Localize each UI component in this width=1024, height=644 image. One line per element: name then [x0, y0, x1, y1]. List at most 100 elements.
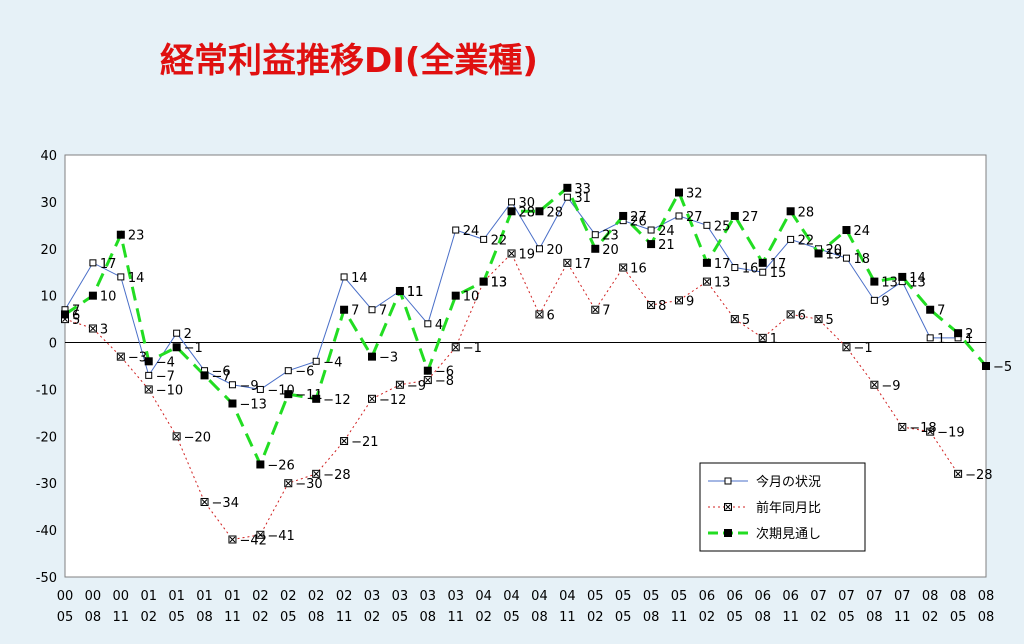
data-point [144, 385, 153, 394]
x-tick-label-month: 05 [280, 610, 297, 625]
data-point [284, 479, 293, 488]
data-label: 7 [351, 304, 359, 319]
legend-swatch-marker [724, 529, 732, 537]
data-point [480, 235, 488, 243]
data-label: −20 [184, 430, 211, 445]
data-label: −6 [295, 365, 314, 380]
data-label: −41 [267, 529, 294, 544]
data-label: −12 [323, 393, 350, 408]
data-label: 22 [798, 233, 815, 248]
data-point [898, 422, 907, 431]
data-point [340, 437, 349, 446]
x-tick-label-month: 05 [838, 610, 855, 625]
x-tick-label-year: 01 [196, 589, 213, 604]
x-tick-label-month: 08 [308, 610, 325, 625]
data-label: −6 [435, 365, 454, 380]
data-label: 1 [770, 332, 778, 347]
data-label: 15 [770, 266, 787, 281]
series-line-3 [64, 185, 988, 469]
data-point [256, 530, 265, 539]
data-label: 10 [463, 290, 480, 305]
data-point [787, 235, 795, 243]
data-point [256, 460, 265, 469]
data-point [954, 329, 963, 338]
data-label: 30 [519, 196, 536, 211]
data-point [647, 226, 655, 234]
x-tick-label-year: 06 [754, 589, 771, 604]
data-point [395, 286, 404, 295]
x-tick-label-year: 08 [950, 589, 967, 604]
data-label: −8 [435, 374, 454, 389]
data-label: 27 [686, 210, 703, 225]
x-tick-label-year: 00 [113, 589, 130, 604]
data-point [870, 277, 879, 286]
x-tick-label-month: 05 [727, 610, 744, 625]
data-point [145, 371, 153, 379]
data-label: 5 [742, 313, 750, 328]
data-label: 6 [798, 308, 806, 323]
x-tick-label-year: 05 [643, 589, 660, 604]
chart-title: 経常利益推移DI(全業種) [160, 41, 538, 81]
data-label: 24 [658, 224, 675, 239]
x-tick-label-month: 05 [503, 610, 520, 625]
data-point [200, 497, 209, 506]
data-label: −18 [909, 421, 936, 436]
x-tick-label-month: 11 [894, 610, 911, 625]
data-point [88, 324, 97, 333]
x-tick-label-year: 06 [699, 589, 716, 604]
data-label: 2 [184, 327, 192, 342]
data-point [508, 198, 516, 206]
x-tick-label-year: 07 [866, 589, 883, 604]
x-tick-label-month: 08 [643, 610, 660, 625]
data-label: −1 [463, 341, 482, 356]
data-point [619, 263, 628, 272]
data-point [675, 212, 683, 220]
y-tick-label: 20 [40, 243, 57, 258]
data-point [758, 258, 767, 267]
data-label: 24 [463, 224, 480, 239]
data-label: 20 [546, 243, 563, 258]
data-label: −21 [351, 435, 378, 450]
data-label: 14 [351, 271, 368, 286]
data-point [563, 183, 572, 192]
data-point [619, 211, 628, 220]
data-label: 1 [965, 332, 973, 347]
data-label: 4 [435, 318, 443, 333]
x-tick-label-month: 05 [392, 610, 409, 625]
data-label: −4 [156, 355, 175, 370]
data-label: 27 [742, 210, 759, 225]
y-tick-label: -10 [36, 383, 57, 398]
data-point [88, 291, 97, 300]
y-tick-label: -40 [36, 524, 57, 539]
data-label: 2 [965, 327, 973, 342]
data-point [926, 334, 934, 342]
data-point [312, 357, 320, 365]
data-label: 17 [574, 257, 591, 272]
x-tick-label-month: 05 [168, 610, 185, 625]
data-label: −3 [379, 351, 398, 366]
x-tick-label-month: 02 [810, 610, 827, 625]
data-point [451, 291, 460, 300]
y-tick-label: 40 [40, 149, 57, 164]
data-label: 19 [519, 247, 536, 262]
x-tick-label-month: 08 [85, 610, 102, 625]
data-label: 7 [379, 304, 387, 319]
data-label: 13 [909, 276, 926, 291]
data-point [117, 273, 125, 281]
x-tick-label-month: 11 [224, 610, 241, 625]
data-label: −28 [965, 468, 992, 483]
data-label: 32 [686, 187, 703, 202]
data-point [144, 357, 153, 366]
data-label: 14 [128, 271, 145, 286]
data-point [424, 320, 432, 328]
data-point [368, 306, 376, 314]
data-point [954, 469, 963, 478]
data-label: −1 [853, 341, 872, 356]
x-tick-label-year: 05 [671, 589, 688, 604]
data-point [479, 277, 488, 286]
legend-entry: 次期見通し [756, 526, 821, 542]
data-label: −9 [881, 379, 900, 394]
data-label: 19 [826, 247, 843, 262]
legend-swatch-marker [724, 477, 732, 485]
